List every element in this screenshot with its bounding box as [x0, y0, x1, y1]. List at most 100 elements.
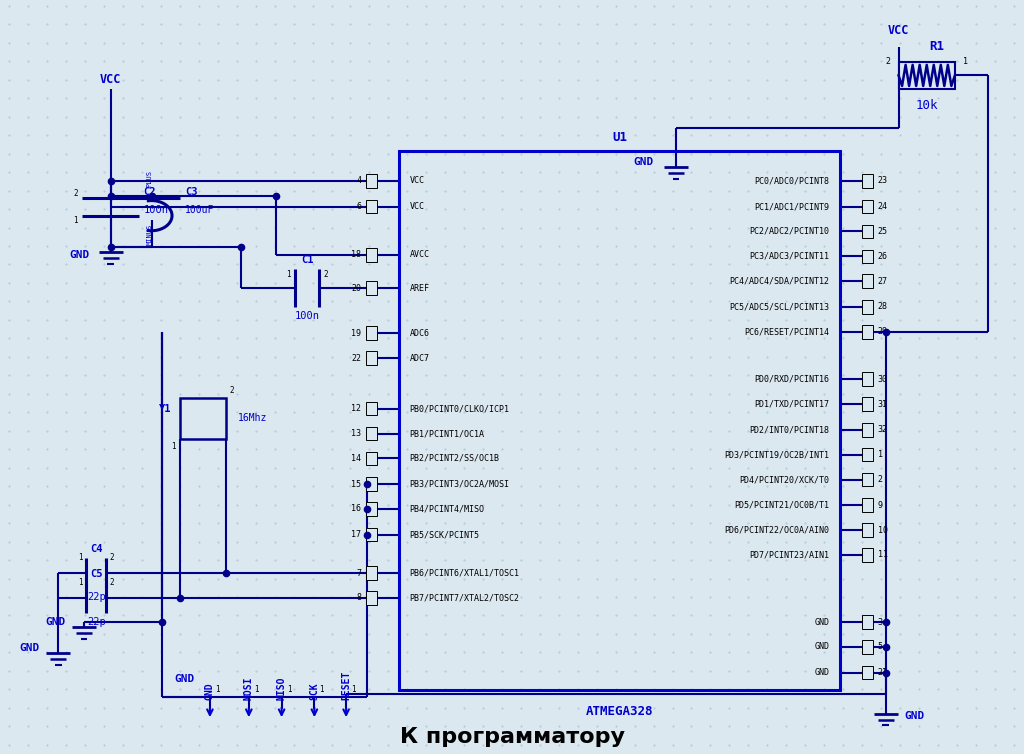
Text: PC2/ADC2/PCINT10: PC2/ADC2/PCINT10 — [750, 227, 829, 236]
Text: 19: 19 — [351, 329, 361, 338]
Bar — [366, 477, 377, 491]
Text: 3: 3 — [878, 618, 883, 627]
Bar — [862, 640, 873, 654]
Text: 30: 30 — [878, 375, 888, 384]
Bar — [366, 174, 377, 188]
Text: PD6/PCINT22/OC0A/AIN0: PD6/PCINT22/OC0A/AIN0 — [724, 526, 829, 535]
Bar — [366, 248, 377, 262]
Text: RESET: RESET — [341, 670, 351, 700]
Text: MISO: MISO — [276, 676, 287, 700]
Text: PD1/TXD/PCINT17: PD1/TXD/PCINT17 — [755, 400, 829, 409]
Text: MINUS: MINUS — [146, 224, 153, 245]
Text: 2: 2 — [110, 553, 115, 562]
Text: PC0/ADC0/PCINT8: PC0/ADC0/PCINT8 — [755, 176, 829, 185]
Text: PC1/ADC1/PCINT9: PC1/ADC1/PCINT9 — [755, 202, 829, 211]
Text: Y1: Y1 — [159, 404, 172, 415]
Bar — [862, 325, 873, 339]
Text: PB7/PCINT7/XTAL2/TOSC2: PB7/PCINT7/XTAL2/TOSC2 — [410, 593, 519, 602]
Text: 2: 2 — [878, 475, 883, 484]
Bar — [862, 523, 873, 537]
Text: PD7/PCINT23/AIN1: PD7/PCINT23/AIN1 — [750, 550, 829, 559]
Text: 11: 11 — [878, 550, 888, 559]
Text: 2: 2 — [886, 57, 891, 66]
Text: PC4/ADC4/SDA/PCINT12: PC4/ADC4/SDA/PCINT12 — [729, 277, 829, 286]
Text: 1: 1 — [78, 578, 83, 587]
Text: PD0/RXD/PCINT16: PD0/RXD/PCINT16 — [755, 375, 829, 384]
Text: 16: 16 — [351, 504, 361, 513]
Bar — [366, 566, 377, 580]
Text: К программатору: К программатору — [399, 728, 625, 747]
Text: 1: 1 — [287, 685, 292, 694]
Bar — [366, 427, 377, 440]
Bar — [366, 326, 377, 340]
Text: 10: 10 — [878, 526, 888, 535]
Bar — [862, 200, 873, 213]
Bar — [366, 200, 377, 213]
Bar — [180, 398, 226, 439]
Bar — [366, 591, 377, 605]
Text: 25: 25 — [878, 227, 888, 236]
Text: 17: 17 — [351, 530, 361, 539]
Bar — [862, 397, 873, 411]
Bar — [366, 528, 377, 541]
Bar — [899, 62, 955, 89]
Text: PB1/PCINT1/OC1A: PB1/PCINT1/OC1A — [410, 429, 484, 438]
Text: 18: 18 — [351, 250, 361, 259]
Text: 8: 8 — [356, 593, 361, 602]
Text: C1: C1 — [301, 255, 313, 265]
Text: 29: 29 — [878, 327, 888, 336]
Text: C4: C4 — [90, 544, 102, 554]
Text: VCC: VCC — [100, 72, 121, 86]
Text: AVCC: AVCC — [410, 250, 430, 259]
Bar — [366, 452, 377, 465]
Text: SCK: SCK — [309, 682, 319, 700]
Text: 4: 4 — [356, 176, 361, 185]
Bar — [862, 473, 873, 486]
Text: 22p: 22p — [87, 592, 105, 602]
Text: 1: 1 — [351, 685, 356, 694]
Text: 15: 15 — [351, 480, 361, 489]
Text: GND: GND — [633, 157, 653, 167]
Text: AREF: AREF — [410, 284, 430, 293]
Bar — [366, 402, 377, 415]
Text: PD3/PCINT19/OC2B/INT1: PD3/PCINT19/OC2B/INT1 — [724, 450, 829, 459]
Text: 24: 24 — [878, 202, 888, 211]
Text: VCC: VCC — [410, 176, 425, 185]
Bar — [399, 151, 840, 690]
Text: PB0/PCINT0/CLKO/ICP1: PB0/PCINT0/CLKO/ICP1 — [410, 404, 510, 413]
Bar — [862, 666, 873, 679]
Bar — [862, 300, 873, 314]
Bar — [862, 225, 873, 238]
Text: C3: C3 — [185, 186, 198, 197]
Text: GND: GND — [814, 668, 829, 677]
Text: 22: 22 — [351, 354, 361, 363]
Text: GND: GND — [205, 682, 215, 700]
Text: 10k: 10k — [915, 99, 938, 112]
Text: 100n: 100n — [295, 311, 319, 321]
Text: 27: 27 — [878, 277, 888, 286]
Bar — [366, 281, 377, 295]
Text: 22p: 22p — [87, 617, 105, 627]
Text: 23: 23 — [878, 176, 888, 185]
Text: 1: 1 — [171, 443, 176, 451]
Text: R1: R1 — [930, 40, 944, 54]
Text: 31: 31 — [878, 400, 888, 409]
Text: PLUS: PLUS — [146, 170, 153, 187]
Text: PC5/ADC5/SCL/PCINT13: PC5/ADC5/SCL/PCINT13 — [729, 302, 829, 311]
Text: ADC6: ADC6 — [410, 329, 430, 338]
Bar — [862, 548, 873, 562]
Text: PB4/PCINT4/MISO: PB4/PCINT4/MISO — [410, 504, 484, 513]
Text: 1: 1 — [254, 685, 259, 694]
Text: GND: GND — [814, 618, 829, 627]
Text: 7: 7 — [356, 569, 361, 578]
Bar — [862, 372, 873, 386]
Text: PD5/PCINT21/OC0B/T1: PD5/PCINT21/OC0B/T1 — [734, 501, 829, 510]
Text: 2: 2 — [229, 386, 234, 394]
Text: 26: 26 — [878, 252, 888, 261]
Bar — [862, 498, 873, 512]
Text: MOSI: MOSI — [244, 676, 254, 700]
Text: GND: GND — [814, 642, 829, 651]
Text: 13: 13 — [351, 429, 361, 438]
Text: C2: C2 — [143, 186, 156, 197]
Bar — [862, 174, 873, 188]
